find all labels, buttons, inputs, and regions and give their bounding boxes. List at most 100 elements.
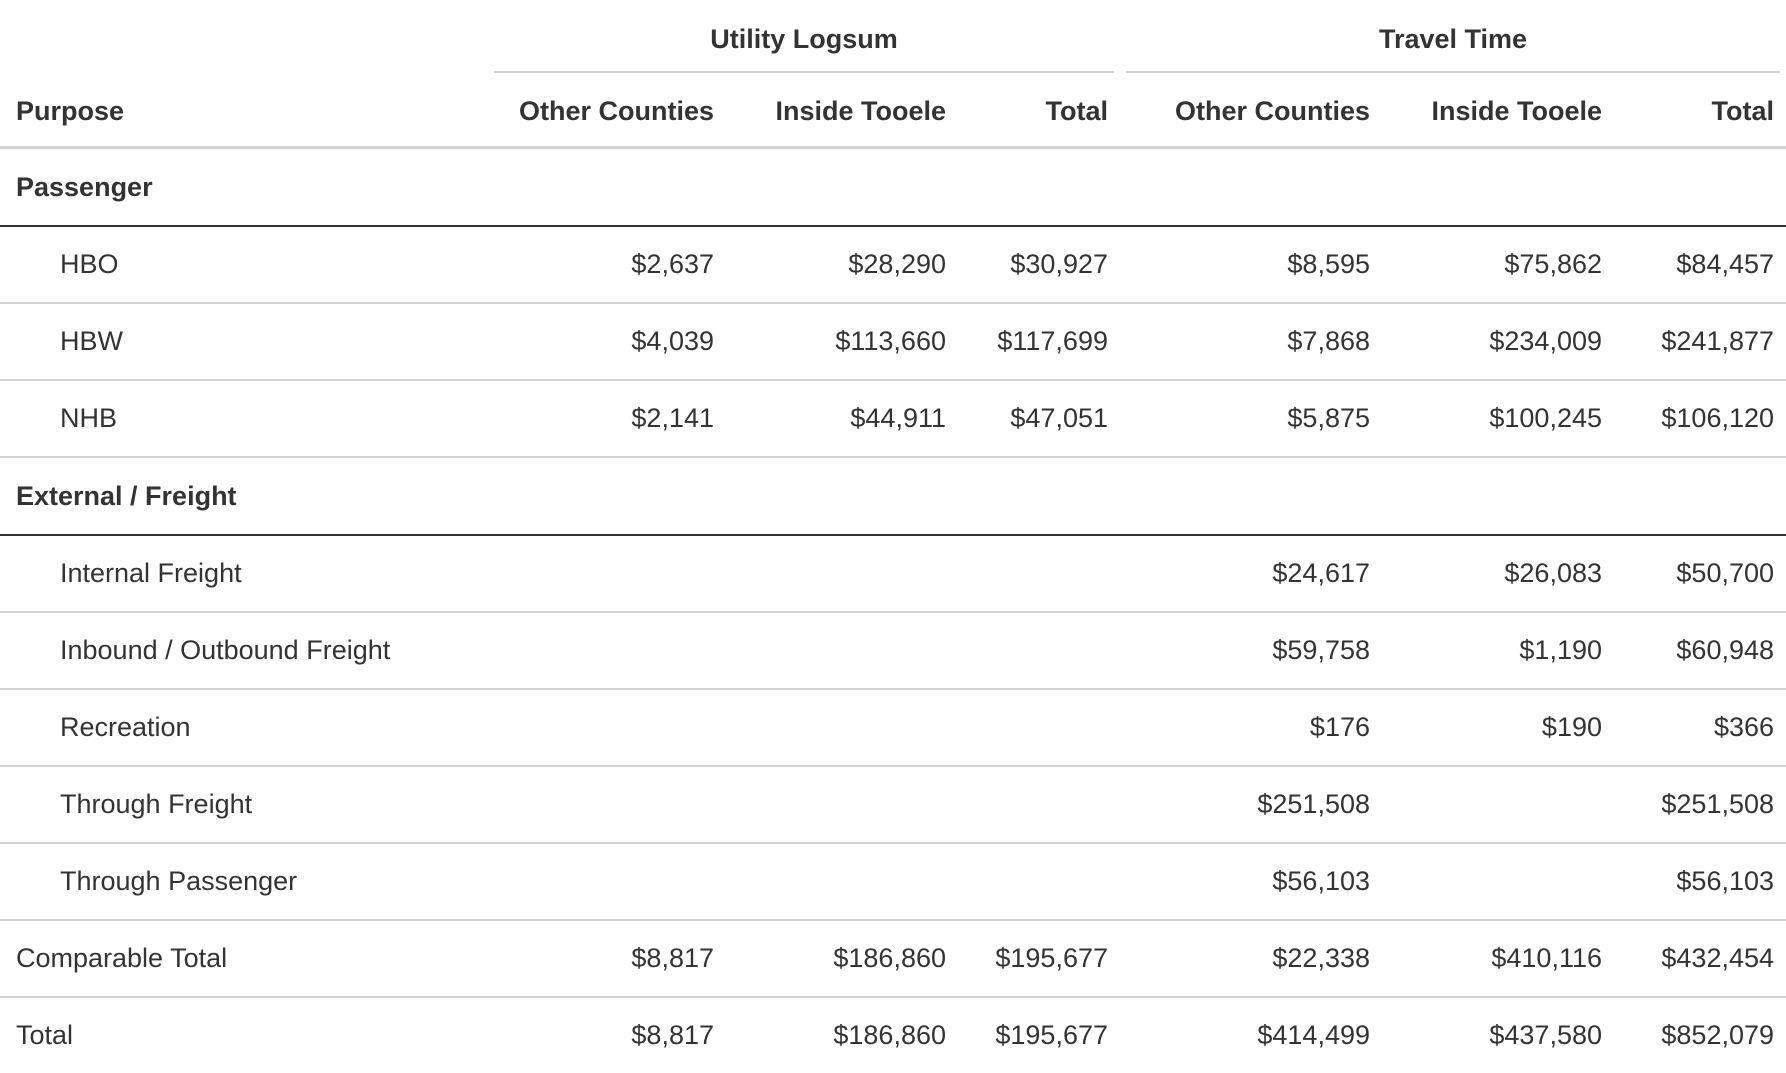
value-cell: $24,617: [1120, 535, 1382, 612]
table-row: HBW$4,039$113,660$117,699$7,868$234,009$…: [0, 303, 1786, 380]
column-header: Total: [1614, 76, 1786, 148]
row-label: Inbound / Outbound Freight: [0, 612, 488, 689]
row-label: NHB: [0, 380, 488, 457]
value-cell: $47,051: [958, 380, 1120, 457]
row-label: Through Passenger: [0, 843, 488, 920]
value-cell: [1382, 843, 1614, 920]
value-cell: $22,338: [1120, 920, 1382, 997]
value-cell: $410,116: [1382, 920, 1614, 997]
column-header: Total: [958, 76, 1120, 148]
value-cell: $432,454: [1614, 920, 1786, 997]
value-cell: [488, 612, 726, 689]
value-cell: $234,009: [1382, 303, 1614, 380]
value-cell: [1382, 766, 1614, 843]
table-row: Through Passenger $56,103 $56,103: [0, 843, 1786, 920]
row-label: Internal Freight: [0, 535, 488, 612]
group-row: Passenger: [0, 148, 1786, 227]
summary-row: Comparable Total$8,817$186,860$195,677$2…: [0, 920, 1786, 997]
value-cell: [958, 612, 1120, 689]
value-cell: $852,079: [1614, 997, 1786, 1073]
summary-row: Total$8,817$186,860$195,677$414,499$437,…: [0, 997, 1786, 1073]
value-cell: [958, 843, 1120, 920]
value-cell: [726, 689, 958, 766]
value-cell: [488, 689, 726, 766]
value-cell: [488, 766, 726, 843]
table-row: Recreation $176$190$366: [0, 689, 1786, 766]
value-cell: $190: [1382, 689, 1614, 766]
value-cell: $60,948: [1614, 612, 1786, 689]
value-cell: $2,637: [488, 226, 726, 303]
value-cell: $186,860: [726, 920, 958, 997]
table-row: Inbound / Outbound Freight $59,758$1,190$…: [0, 612, 1786, 689]
value-cell: $30,927: [958, 226, 1120, 303]
value-cell: $5,875: [1120, 380, 1382, 457]
value-cell: $7,868: [1120, 303, 1382, 380]
row-label: HBO: [0, 226, 488, 303]
column-header: Other Counties: [488, 76, 726, 148]
value-cell: $176: [1120, 689, 1382, 766]
value-cell: $59,758: [1120, 612, 1382, 689]
row-label: HBW: [0, 303, 488, 380]
value-cell: $1,190: [1382, 612, 1614, 689]
value-cell: $106,120: [1614, 380, 1786, 457]
value-cell: [488, 535, 726, 612]
group-label: External / Freight: [0, 457, 1786, 535]
group-label: Passenger: [0, 148, 1786, 227]
value-cell: $44,911: [726, 380, 958, 457]
value-cell: $437,580: [1382, 997, 1614, 1073]
value-cell: $186,860: [726, 997, 958, 1073]
value-cell: [488, 843, 726, 920]
value-cell: $117,699: [958, 303, 1120, 380]
table-row: Through Freight $251,508 $251,508: [0, 766, 1786, 843]
column-header-row: Purpose Other Counties Inside Tooele Tot…: [0, 76, 1786, 148]
value-cell: $2,141: [488, 380, 726, 457]
value-cell: $414,499: [1120, 997, 1382, 1073]
value-cell: $195,677: [958, 920, 1120, 997]
value-cell: $4,039: [488, 303, 726, 380]
spanner-utility-logsum: Utility Logsum: [488, 0, 1120, 76]
value-cell: [958, 535, 1120, 612]
column-header: Other Counties: [1120, 76, 1382, 148]
value-cell: [958, 766, 1120, 843]
spanner-label: Utility Logsum: [494, 24, 1114, 73]
value-cell: [726, 612, 958, 689]
table-row: HBO$2,637$28,290$30,927$8,595$75,862$84,…: [0, 226, 1786, 303]
value-cell: $8,595: [1120, 226, 1382, 303]
row-label: Recreation: [0, 689, 488, 766]
value-cell: [726, 766, 958, 843]
value-cell: $100,245: [1382, 380, 1614, 457]
value-cell: $84,457: [1614, 226, 1786, 303]
column-header: Inside Tooele: [726, 76, 958, 148]
value-cell: $75,862: [1382, 226, 1614, 303]
value-cell: $56,103: [1614, 843, 1786, 920]
value-cell: $195,677: [958, 997, 1120, 1073]
group-row: External / Freight: [0, 457, 1786, 535]
table-header: Utility Logsum Travel Time Purpose Other…: [0, 0, 1786, 148]
summary-label: Total: [0, 997, 488, 1073]
column-header-purpose: Purpose: [0, 76, 488, 148]
value-cell: $28,290: [726, 226, 958, 303]
spanner-empty: [0, 0, 488, 76]
table-row: Internal Freight $24,617$26,083$50,700: [0, 535, 1786, 612]
value-cell: $56,103: [1120, 843, 1382, 920]
value-cell: [726, 843, 958, 920]
value-cell: $50,700: [1614, 535, 1786, 612]
table-row: NHB$2,141$44,911$47,051$5,875$100,245$10…: [0, 380, 1786, 457]
summary-label: Comparable Total: [0, 920, 488, 997]
value-cell: $366: [1614, 689, 1786, 766]
value-cell: $241,877: [1614, 303, 1786, 380]
spanner-travel-time: Travel Time: [1120, 0, 1786, 76]
value-cell: $8,817: [488, 997, 726, 1073]
value-cell: [958, 689, 1120, 766]
value-cell: $113,660: [726, 303, 958, 380]
value-cell: $251,508: [1614, 766, 1786, 843]
value-cell: $251,508: [1120, 766, 1382, 843]
value-cell: $26,083: [1382, 535, 1614, 612]
value-cell: [726, 535, 958, 612]
row-label: Through Freight: [0, 766, 488, 843]
spanner-label: Travel Time: [1126, 24, 1780, 73]
spanner-row: Utility Logsum Travel Time: [0, 0, 1786, 76]
